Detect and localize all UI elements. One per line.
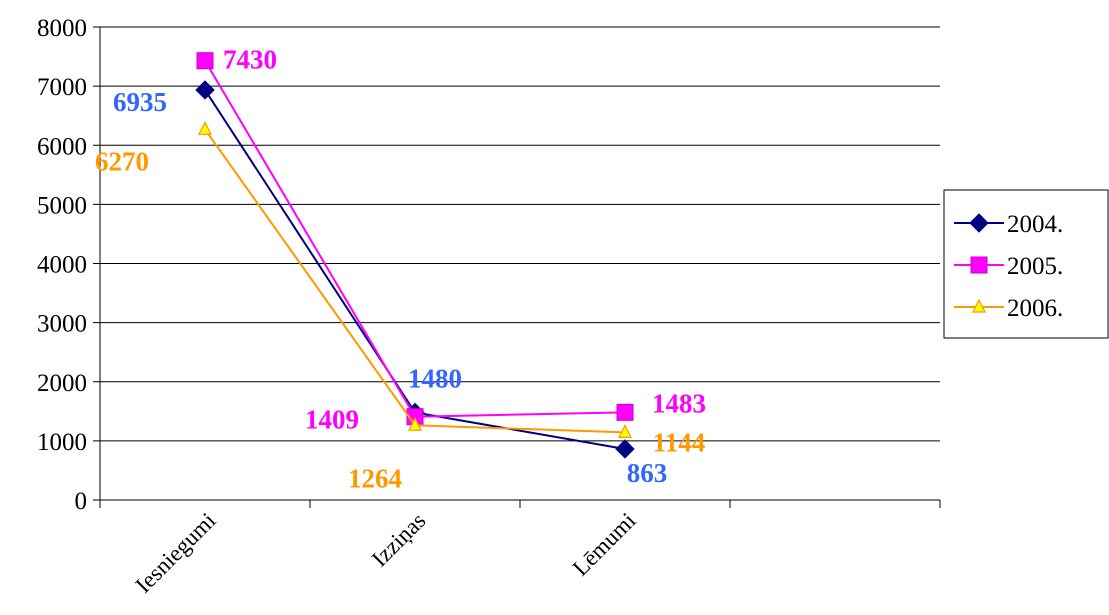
y-tick-label: 0: [75, 488, 88, 515]
data-point: [969, 213, 989, 233]
y-tick-label: 6000: [37, 133, 87, 160]
data-point: [972, 298, 986, 313]
data-label: 1144: [653, 427, 706, 457]
series-line: [204, 89, 626, 450]
y-tick-label: 3000: [37, 311, 87, 338]
data-point: [616, 403, 634, 421]
y-tick-label: 8000: [37, 15, 87, 42]
y-tick-label: 2000: [37, 370, 87, 397]
data-point: [196, 52, 214, 70]
data-point: [618, 424, 632, 438]
data-point: [198, 120, 212, 135]
x-axis-ticks: Iesniegumi Izziņas Lēmumi: [99, 500, 941, 598]
data-labels: 6935 1480 863 7430 1409 1483 6270 1264 1144: [95, 45, 706, 494]
y-tick-label: 4000: [37, 252, 87, 279]
data-label: 863: [627, 458, 668, 488]
y-tick-label: 5000: [37, 192, 87, 219]
data-label: 7430: [223, 45, 277, 75]
series-lines: [195, 52, 635, 459]
data-label: 1480: [408, 363, 462, 393]
data-label: 6935: [113, 87, 167, 117]
x-tick-label: Lēmumi: [568, 508, 641, 581]
data-label: 1264: [348, 463, 402, 493]
y-tick-label: 1000: [37, 429, 87, 456]
data-point: [615, 439, 635, 459]
data-point: [408, 416, 422, 431]
data-point: [195, 80, 215, 100]
legend: 2004. 2005. 2006.: [943, 189, 1109, 339]
legend-label: 2006.: [1007, 295, 1063, 322]
gridlines: [100, 26, 940, 442]
data-label: 1483: [652, 388, 706, 418]
x-tick-label: Izziņas: [367, 508, 431, 572]
data-point: [970, 256, 988, 274]
legend-label: 2004.: [1007, 211, 1063, 238]
data-label: 1409: [305, 405, 359, 435]
y-tick-label: 7000: [37, 74, 87, 101]
legend-label: 2005.: [1007, 253, 1063, 280]
x-tick-label: Iesniegumi: [131, 508, 221, 598]
y-axis-ticks: 0 1000 2000 3000 4000 5000 6000 7000 8000: [37, 15, 100, 515]
data-label: 6270: [95, 146, 149, 176]
